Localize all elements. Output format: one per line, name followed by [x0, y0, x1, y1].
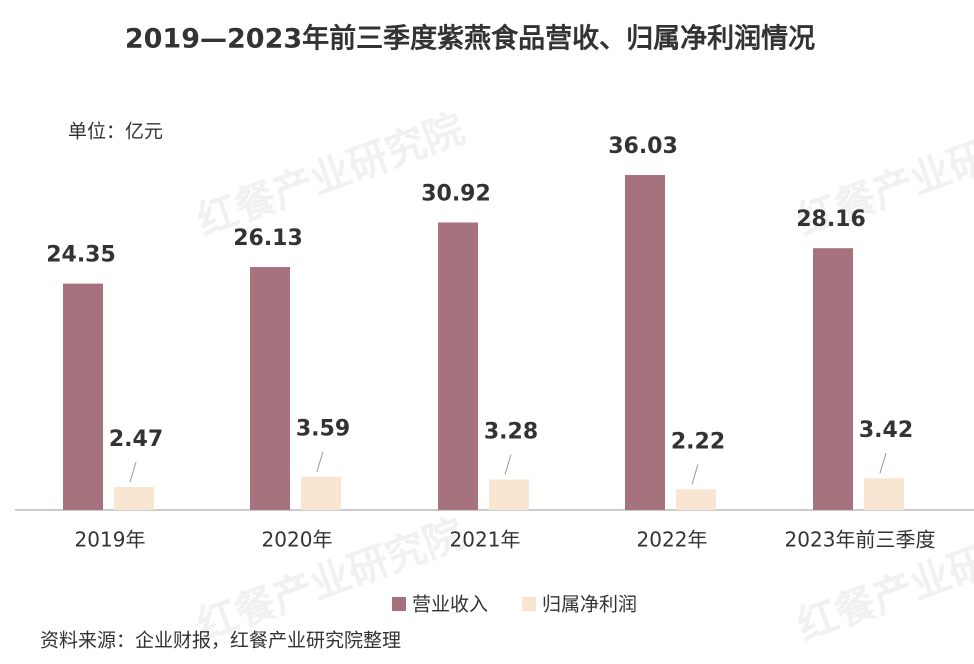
data-label: 3.42 — [859, 418, 913, 443]
leader-line — [316, 451, 324, 472]
data-label: 24.35 — [46, 243, 116, 268]
bar — [489, 479, 529, 510]
source: 资料来源：企业财报，红餐产业研究院整理 — [40, 630, 401, 652]
chart-title: 2019—2023年前三季度紫燕食品营收、归属净利润情况 — [125, 23, 815, 55]
bar — [63, 283, 103, 510]
legend-label: 营业收入 — [412, 594, 488, 616]
legend-swatch — [392, 597, 406, 611]
leader-line — [504, 454, 512, 475]
data-label: 30.92 — [421, 182, 491, 207]
x-tick-label: 2019年 — [75, 528, 146, 552]
data-label: 2.47 — [109, 427, 163, 452]
bar — [676, 489, 716, 510]
x-tick-label: 2023年前三季度 — [785, 528, 936, 552]
bar — [438, 222, 478, 511]
leader-line — [129, 461, 137, 483]
bar — [864, 478, 904, 510]
x-tick-label: 2021年 — [450, 528, 521, 552]
legend-label: 归属净利润 — [542, 594, 637, 616]
unit-label: 单位：亿元 — [68, 121, 163, 143]
watermark: 红餐产业研究院 — [191, 106, 470, 245]
leader-line — [879, 453, 887, 474]
data-label: 3.59 — [296, 417, 350, 442]
leader-line — [691, 464, 699, 485]
bar — [301, 476, 341, 510]
x-tick-label: 2020年 — [262, 528, 333, 552]
data-label: 28.16 — [796, 207, 866, 232]
bar — [625, 175, 665, 510]
bar — [813, 248, 853, 510]
data-label: 26.13 — [233, 226, 303, 251]
data-label: 3.28 — [484, 420, 538, 445]
bar — [114, 487, 154, 510]
data-label: 36.03 — [608, 134, 678, 159]
legend-swatch — [522, 597, 536, 611]
watermarks: 红餐产业研究院 红餐产业研究院 红餐产业研究院 红餐产业研究院 — [191, 106, 974, 650]
x-tick-label: 2022年 — [637, 528, 708, 552]
data-label: 2.22 — [671, 429, 725, 454]
bar — [250, 267, 290, 510]
